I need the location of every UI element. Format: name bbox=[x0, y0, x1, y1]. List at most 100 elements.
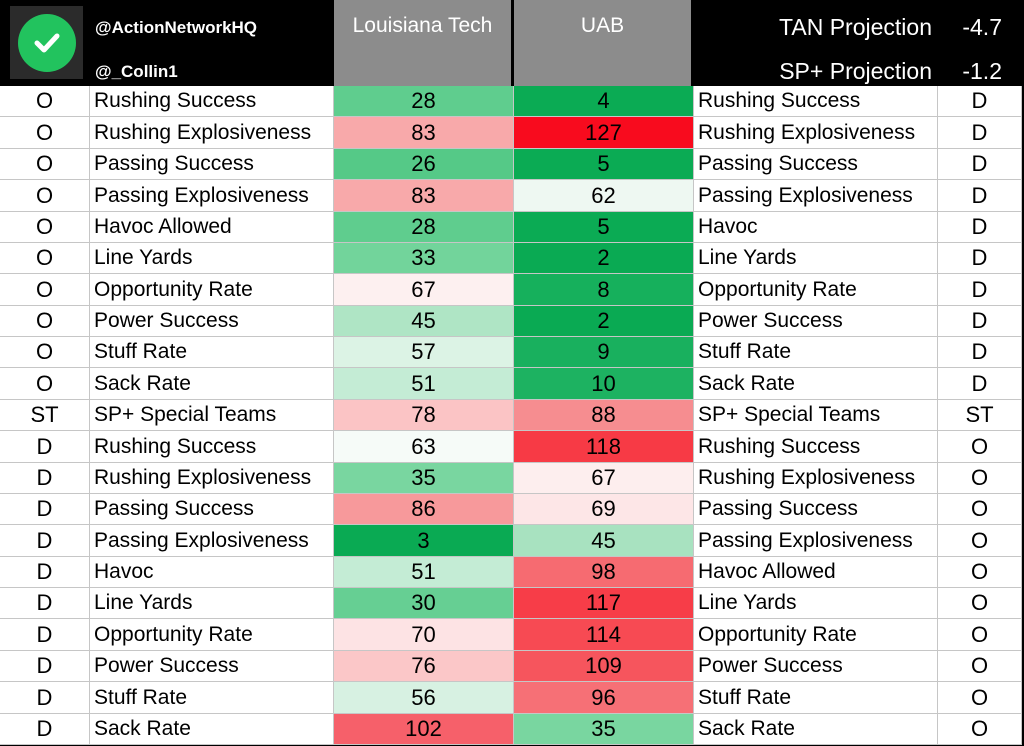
handle-primary: @ActionNetworkHQ bbox=[95, 18, 258, 37]
projection-value: -1.2 bbox=[962, 58, 1002, 84]
side-cell: D bbox=[938, 212, 1022, 243]
stat-label: SP+ Special Teams bbox=[694, 400, 938, 431]
stat-label: Sack Rate bbox=[90, 714, 334, 745]
stat-label: Sack Rate bbox=[694, 714, 938, 745]
team2-rank: 9 bbox=[514, 337, 694, 368]
team2-rank: 67 bbox=[514, 463, 694, 494]
checkmark-icon bbox=[17, 13, 76, 72]
side-cell: D bbox=[938, 368, 1022, 400]
team1-rank: 35 bbox=[334, 463, 514, 494]
team1-rank: 67 bbox=[334, 274, 514, 306]
stat-label: Rushing Explosiveness bbox=[90, 463, 334, 494]
team2-rank: 69 bbox=[514, 494, 694, 525]
stat-label: Passing Explosiveness bbox=[694, 180, 938, 212]
stat-label: Stuff Rate bbox=[694, 337, 938, 368]
team2-rank: 114 bbox=[514, 619, 694, 651]
side-cell: O bbox=[938, 557, 1022, 588]
stat-label: Passing Explosiveness bbox=[694, 525, 938, 557]
team2-rank: 127 bbox=[514, 117, 694, 149]
team2-header: UAB bbox=[514, 0, 691, 86]
stat-label: Havoc bbox=[694, 212, 938, 243]
side-cell: D bbox=[938, 274, 1022, 306]
stat-label: Rushing Success bbox=[90, 86, 334, 117]
side-cell: O bbox=[0, 149, 90, 180]
projection-panel: TAN Projection -4.7 SP+ Projection -1.2 bbox=[693, 0, 1024, 86]
stat-label: Power Success bbox=[694, 306, 938, 337]
team2-rank: 117 bbox=[514, 588, 694, 619]
side-cell: D bbox=[0, 494, 90, 525]
team2-rank: 5 bbox=[514, 212, 694, 243]
side-cell: O bbox=[0, 243, 90, 274]
side-cell: D bbox=[938, 117, 1022, 149]
team2-rank: 4 bbox=[514, 86, 694, 117]
stat-label: Opportunity Rate bbox=[694, 274, 938, 306]
team2-rank: 8 bbox=[514, 274, 694, 306]
handle-secondary: @_Collin1 bbox=[95, 62, 178, 81]
team1-rank: 83 bbox=[334, 180, 514, 212]
team1-rank: 28 bbox=[334, 212, 514, 243]
stat-label: Passing Success bbox=[694, 494, 938, 525]
team2-rank: 2 bbox=[514, 243, 694, 274]
logo bbox=[10, 6, 83, 79]
side-cell: O bbox=[938, 651, 1022, 682]
side-cell: O bbox=[0, 274, 90, 306]
team1-rank: 51 bbox=[334, 368, 514, 400]
side-cell: O bbox=[938, 431, 1022, 463]
side-cell: O bbox=[0, 368, 90, 400]
stat-label: Opportunity Rate bbox=[90, 274, 334, 306]
side-cell: O bbox=[938, 494, 1022, 525]
team1-rank: 56 bbox=[334, 682, 514, 714]
stat-label: Line Yards bbox=[694, 243, 938, 274]
team2-rank: 35 bbox=[514, 714, 694, 745]
projection-label: SP+ Projection bbox=[779, 58, 932, 84]
team2-rank: 2 bbox=[514, 306, 694, 337]
stat-label: Passing Success bbox=[90, 149, 334, 180]
projection-row-tan: TAN Projection -4.7 bbox=[693, 6, 1024, 46]
side-cell: ST bbox=[0, 400, 90, 431]
team1-rank: 86 bbox=[334, 494, 514, 525]
side-cell: O bbox=[0, 86, 90, 117]
team2-rank: 88 bbox=[514, 400, 694, 431]
stat-label: Opportunity Rate bbox=[694, 619, 938, 651]
side-cell: O bbox=[0, 306, 90, 337]
stat-label: Power Success bbox=[694, 651, 938, 682]
stat-label: Line Yards bbox=[90, 588, 334, 619]
stat-label: Line Yards bbox=[90, 243, 334, 274]
stat-label: Passing Success bbox=[90, 494, 334, 525]
team1-rank: 28 bbox=[334, 86, 514, 117]
stat-label: Havoc Allowed bbox=[694, 557, 938, 588]
team1-rank: 63 bbox=[334, 431, 514, 463]
side-cell: D bbox=[0, 557, 90, 588]
stat-label: Rushing Success bbox=[694, 86, 938, 117]
stat-label: Rushing Success bbox=[694, 431, 938, 463]
side-cell: D bbox=[0, 682, 90, 714]
side-cell: D bbox=[0, 714, 90, 745]
side-cell: D bbox=[0, 463, 90, 494]
team1-rank: 51 bbox=[334, 557, 514, 588]
brand-header: @ActionNetworkHQ @_Collin1 bbox=[0, 0, 334, 86]
team1-rank: 76 bbox=[334, 651, 514, 682]
projection-label: TAN Projection bbox=[779, 14, 932, 40]
stat-label: Sack Rate bbox=[90, 368, 334, 400]
team2-rank: 118 bbox=[514, 431, 694, 463]
side-cell: ST bbox=[938, 400, 1022, 431]
team1-rank: 33 bbox=[334, 243, 514, 274]
stat-label: Opportunity Rate bbox=[90, 619, 334, 651]
team2-rank: 45 bbox=[514, 525, 694, 557]
side-cell: O bbox=[0, 212, 90, 243]
team1-rank: 57 bbox=[334, 337, 514, 368]
stat-label: Stuff Rate bbox=[90, 682, 334, 714]
team2-rank: 5 bbox=[514, 149, 694, 180]
stat-label: Sack Rate bbox=[694, 368, 938, 400]
side-cell: O bbox=[0, 337, 90, 368]
side-cell: D bbox=[0, 619, 90, 651]
side-cell: D bbox=[938, 149, 1022, 180]
side-cell: D bbox=[938, 306, 1022, 337]
side-cell: D bbox=[0, 651, 90, 682]
stat-label: Rushing Explosiveness bbox=[90, 117, 334, 149]
side-cell: D bbox=[938, 86, 1022, 117]
stat-label: Stuff Rate bbox=[90, 337, 334, 368]
stat-label: Power Success bbox=[90, 651, 334, 682]
side-cell: O bbox=[938, 525, 1022, 557]
side-cell: O bbox=[938, 714, 1022, 745]
